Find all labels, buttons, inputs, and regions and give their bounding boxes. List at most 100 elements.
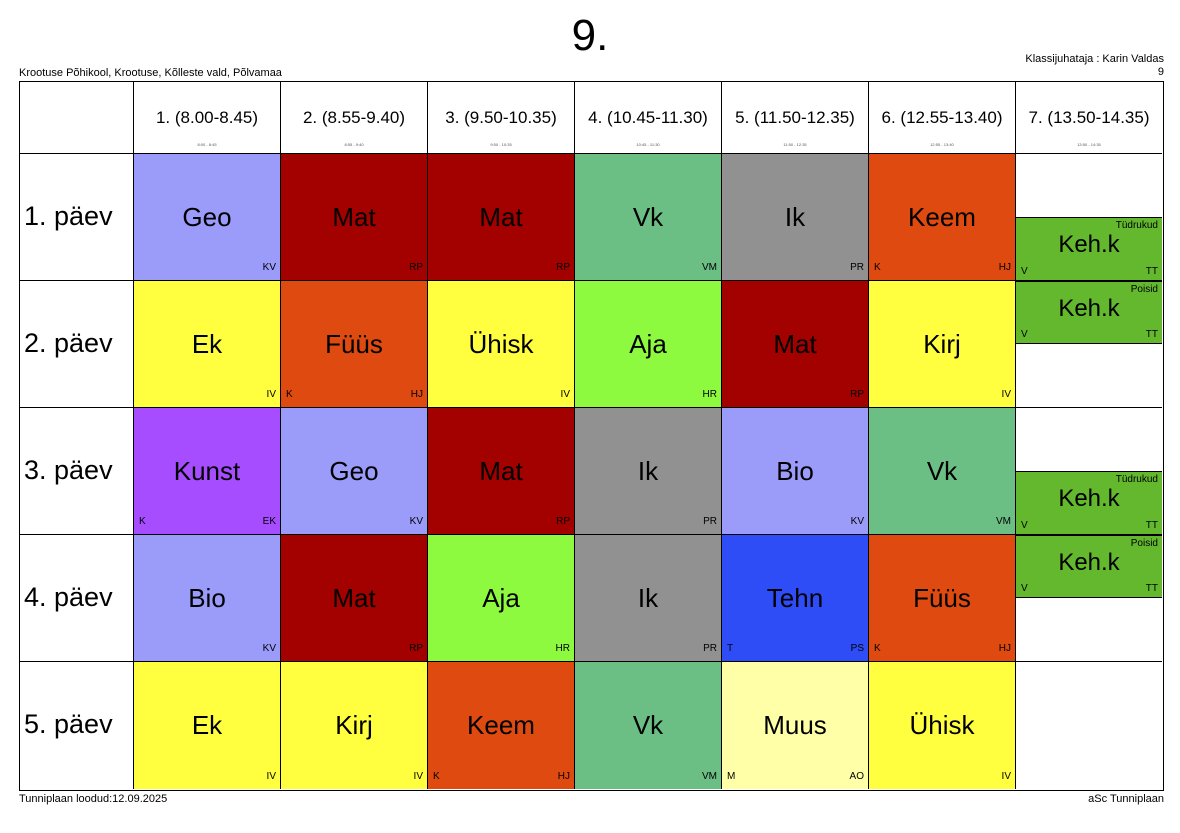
lesson-cell[interactable]: Bio KV bbox=[722, 408, 869, 535]
lesson-cell[interactable]: Geo KV bbox=[134, 154, 281, 281]
lesson-cell[interactable]: Kirj IV bbox=[281, 662, 428, 789]
day-label: 2. päev bbox=[24, 328, 113, 358]
lesson-subject: Mat bbox=[332, 202, 376, 232]
lesson-room: K bbox=[286, 389, 293, 400]
lesson-room: K bbox=[139, 516, 146, 527]
lesson-cell[interactable]: Muus M AO bbox=[722, 662, 869, 789]
lesson-cell[interactable]: Tehn T PS bbox=[722, 535, 869, 662]
lesson-cell[interactable]: Kirj IV bbox=[869, 281, 1016, 408]
lesson-cell[interactable]: Poisid Keh.k V TT bbox=[1016, 535, 1162, 598]
lesson-cell[interactable]: Poisid Keh.k V TT bbox=[1016, 281, 1162, 344]
lesson-teacher: KV bbox=[262, 643, 276, 654]
lesson-teacher: HJ bbox=[410, 389, 423, 400]
lesson-subject: Ek bbox=[191, 710, 223, 740]
period-label: 4. (10.45-11.30) bbox=[588, 108, 708, 127]
lesson-cell[interactable]: Mat RP bbox=[281, 154, 428, 281]
period-time: 8:00 - 8:45 bbox=[197, 142, 217, 147]
lesson-teacher: IV bbox=[1001, 771, 1011, 782]
lesson-cell[interactable]: Ek IV bbox=[134, 662, 281, 789]
lesson-subject: Vk bbox=[926, 456, 958, 486]
lesson-teacher: PR bbox=[703, 516, 717, 527]
lesson-subject: Muus bbox=[763, 710, 827, 740]
period-time: 9:50 - 10:35 bbox=[490, 142, 512, 147]
lesson-cell[interactable]: Tüdrukud Keh.k V TT bbox=[1016, 217, 1162, 281]
lesson-subject: Keh.k bbox=[1058, 295, 1120, 322]
lesson-cell[interactable]: Aja HR bbox=[428, 535, 575, 662]
lesson-teacher: IV bbox=[560, 389, 570, 400]
period-label: 2. (8.55-9.40) bbox=[302, 108, 406, 127]
lesson-cell[interactable]: Vk VM bbox=[575, 154, 722, 281]
lesson-cell[interactable]: Füüs K HJ bbox=[281, 281, 428, 408]
lesson-teacher: IV bbox=[266, 771, 276, 782]
day-label: 1. päev bbox=[24, 201, 113, 231]
lesson-subject: Ik bbox=[637, 456, 659, 486]
lesson-cell[interactable]: Bio KV bbox=[134, 535, 281, 662]
lesson-teacher: HR bbox=[555, 643, 570, 654]
lesson-teacher: AO bbox=[849, 771, 864, 782]
lesson-cell[interactable]: Mat RP bbox=[722, 281, 869, 408]
created-date: Tunniplaan loodud:12.09.2025 bbox=[19, 793, 168, 805]
lesson-cell[interactable]: Vk VM bbox=[575, 662, 722, 789]
lesson-subject: Keh.k bbox=[1058, 231, 1120, 258]
lesson-subject: Kunst bbox=[173, 456, 241, 486]
period-header: 2. (8.55-9.40) 8:55 - 9:40 bbox=[281, 82, 428, 154]
lesson-room: T bbox=[727, 643, 734, 654]
lesson-cell[interactable]: Ik PR bbox=[575, 408, 722, 535]
period-label: 7. (13.50-14.35) bbox=[1028, 108, 1150, 127]
lesson-subject: Keh.k bbox=[1058, 485, 1120, 512]
lesson-teacher: VM bbox=[996, 516, 1011, 527]
period-header: 6. (12.55-13.40) 12:55 - 13:40 bbox=[869, 82, 1016, 154]
lesson-room: V bbox=[1021, 583, 1028, 594]
period-time: 11:50 - 12:35 bbox=[783, 142, 807, 147]
lesson-subject: Mat bbox=[479, 456, 523, 486]
lesson-cell[interactable]: Mat RP bbox=[428, 408, 575, 535]
lesson-teacher: TT bbox=[1145, 583, 1158, 594]
period-header: 3. (9.50-10.35) 9:50 - 10:35 bbox=[428, 82, 575, 154]
lesson-cell[interactable]: Aja HR bbox=[575, 281, 722, 408]
lesson-subject: Aja bbox=[482, 583, 520, 613]
lesson-subject: Mat bbox=[332, 583, 376, 613]
day-label-cell: 5. päev bbox=[20, 662, 134, 789]
empty-cell bbox=[1016, 154, 1162, 217]
lesson-cell[interactable]: Vk VM bbox=[869, 408, 1016, 535]
timetable-grid: 1. (8.00-8.45) 8:00 - 8:45 2. (8.55-9.40) 8… bbox=[19, 81, 1164, 791]
lesson-teacher: HJ bbox=[557, 771, 570, 782]
lesson-cell[interactable]: Ühisk IV bbox=[428, 281, 575, 408]
period-header: 7. (13.50-14.35) 13:50 - 14:35 bbox=[1016, 82, 1162, 154]
lesson-group: Poisid bbox=[1130, 538, 1158, 549]
lesson-teacher: KV bbox=[850, 516, 864, 527]
lesson-cell[interactable]: Füüs K HJ bbox=[869, 535, 1016, 662]
lesson-teacher: KV bbox=[262, 262, 276, 273]
lesson-cell[interactable]: Ik PR bbox=[722, 154, 869, 281]
lesson-cell[interactable]: Ik PR bbox=[575, 535, 722, 662]
lesson-group: Tüdrukud bbox=[1115, 220, 1158, 231]
lesson-teacher: TT bbox=[1145, 266, 1158, 277]
period-header: 1. (8.00-8.45) 8:00 - 8:45 bbox=[134, 82, 281, 154]
lesson-teacher: PS bbox=[850, 643, 864, 654]
lesson-cell[interactable]: Kunst K EK bbox=[134, 408, 281, 535]
lesson-cell[interactable]: Ek IV bbox=[134, 281, 281, 408]
lesson-room: K bbox=[433, 771, 440, 782]
lesson-cell[interactable]: Mat RP bbox=[428, 154, 575, 281]
lesson-teacher: IV bbox=[1001, 389, 1011, 400]
lesson-subject: Geo bbox=[182, 202, 232, 232]
lesson-subject: Aja bbox=[629, 329, 667, 359]
lesson-cell[interactable]: Ühisk IV bbox=[869, 662, 1016, 789]
lesson-cell[interactable]: Tüdrukud Keh.k V TT bbox=[1016, 471, 1162, 535]
lesson-cell[interactable]: Mat RP bbox=[281, 535, 428, 662]
lesson-teacher: HR bbox=[702, 389, 717, 400]
lesson-room: M bbox=[727, 771, 736, 782]
lesson-subject: Vk bbox=[632, 710, 664, 740]
lesson-subject: Ühisk bbox=[468, 329, 534, 359]
lesson-subject: Ek bbox=[191, 329, 223, 359]
lesson-cell[interactable]: Geo KV bbox=[281, 408, 428, 535]
lesson-room: K bbox=[874, 643, 881, 654]
period-label: 6. (12.55-13.40) bbox=[881, 108, 1003, 127]
lesson-cell[interactable]: Keem K HJ bbox=[428, 662, 575, 789]
lesson-cell[interactable]: Keem K HJ bbox=[869, 154, 1016, 281]
empty-cell bbox=[1016, 598, 1162, 662]
lesson-teacher: EK bbox=[262, 516, 276, 527]
lesson-subject: Bio bbox=[188, 583, 226, 613]
day-label-cell: 2. päev bbox=[20, 281, 134, 408]
lesson-teacher: IV bbox=[413, 771, 423, 782]
